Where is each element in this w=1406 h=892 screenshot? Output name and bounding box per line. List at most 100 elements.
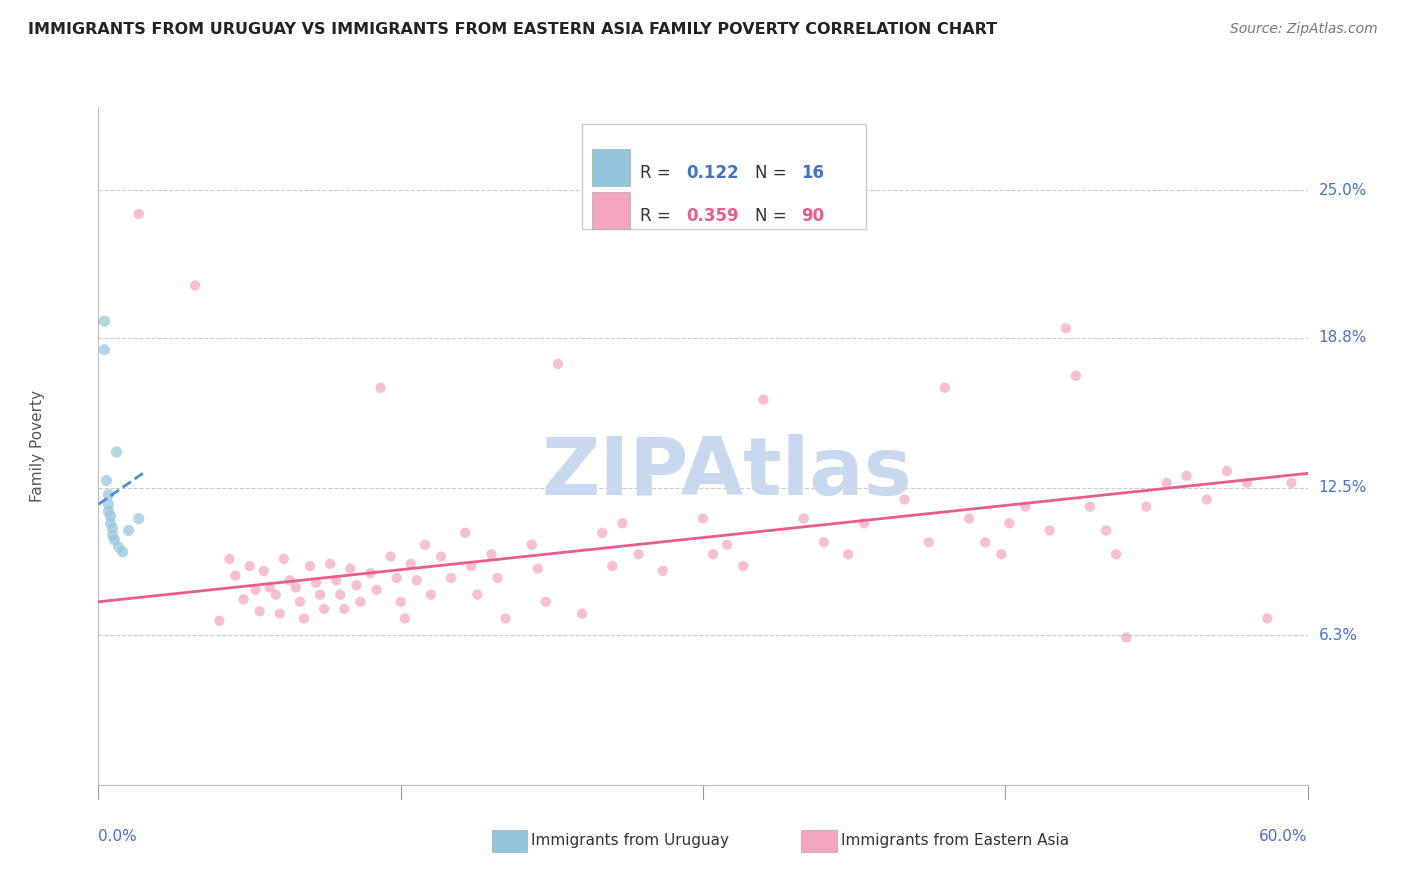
Point [547,357,569,371]
Point [107,540,129,554]
Point [651,564,673,578]
Point [305,575,328,590]
Point [93,314,115,328]
Text: R =: R = [640,164,676,182]
Point [591,525,613,540]
Point [111,545,134,559]
Point [419,588,441,602]
Point [253,564,276,578]
Point [118,524,141,538]
Point [245,582,267,597]
Point [1156,475,1178,490]
Point [399,557,422,571]
Point [309,588,332,602]
Point [394,611,416,625]
Point [292,611,315,625]
Point [224,568,246,582]
Text: Source: ZipAtlas.com: Source: ZipAtlas.com [1230,22,1378,37]
Point [128,207,150,221]
Text: 0.0%: 0.0% [98,830,138,845]
Point [612,516,634,531]
Point [465,588,488,602]
Point [100,516,122,531]
Text: Immigrants from Eastern Asia: Immigrants from Eastern Asia [841,833,1069,847]
Point [284,581,307,595]
Point [385,571,408,585]
Point [526,561,548,575]
Point [1014,500,1036,514]
Bar [592,149,630,186]
Point [534,595,557,609]
Point [278,574,301,588]
FancyBboxPatch shape [582,124,866,229]
Point [93,343,115,357]
Text: R =: R = [640,207,676,225]
Point [319,557,342,571]
Point [333,602,356,616]
Point [893,492,915,507]
Point [627,547,650,561]
Point [495,611,517,625]
Point [218,552,240,566]
Point [454,525,477,540]
Point [97,488,120,502]
Point [239,559,262,574]
Point [380,549,402,564]
Text: ZIPAtlas: ZIPAtlas [541,434,912,512]
Point [918,535,941,549]
Text: 0.122: 0.122 [686,164,738,182]
Point [813,535,835,549]
Point [793,511,815,525]
Point [1175,468,1198,483]
Point [752,392,775,407]
Point [957,511,980,525]
Point [96,474,118,488]
Point [1078,500,1101,514]
Point [460,559,482,574]
Point [716,538,738,552]
Point [1256,611,1278,625]
Point [314,602,336,616]
Point [370,381,392,395]
Point [325,574,347,588]
Text: 16: 16 [801,164,824,182]
Point [299,559,322,574]
Point [853,516,876,531]
Text: 90: 90 [801,207,824,225]
Point [571,607,593,621]
Text: 18.8%: 18.8% [1319,330,1367,345]
Text: 25.0%: 25.0% [1319,183,1367,198]
Point [1216,464,1239,478]
Point [430,549,453,564]
Text: Immigrants from Uruguay: Immigrants from Uruguay [531,833,730,847]
Point [520,538,543,552]
Point [413,538,436,552]
Point [440,571,463,585]
Point [128,511,150,525]
Point [702,547,724,561]
Point [249,604,271,618]
Point [1039,524,1062,538]
Text: 12.5%: 12.5% [1319,480,1367,495]
Point [692,511,714,525]
Point [103,533,125,547]
Point [1095,524,1118,538]
Text: IMMIGRANTS FROM URUGUAY VS IMMIGRANTS FROM EASTERN ASIA FAMILY POVERTY CORRELATI: IMMIGRANTS FROM URUGUAY VS IMMIGRANTS FR… [28,22,997,37]
Point [97,497,120,511]
Point [273,552,295,566]
Text: N =: N = [755,164,792,182]
Point [1281,475,1303,490]
Point [208,614,231,628]
Point [349,595,371,609]
Point [184,278,207,293]
Point [360,566,382,581]
Point [481,547,503,561]
Point [105,445,128,459]
Point [1105,547,1128,561]
Point [1115,631,1137,645]
Point [101,528,124,542]
Point [264,588,287,602]
Point [389,595,412,609]
Point [837,547,859,561]
Text: N =: N = [755,207,792,225]
